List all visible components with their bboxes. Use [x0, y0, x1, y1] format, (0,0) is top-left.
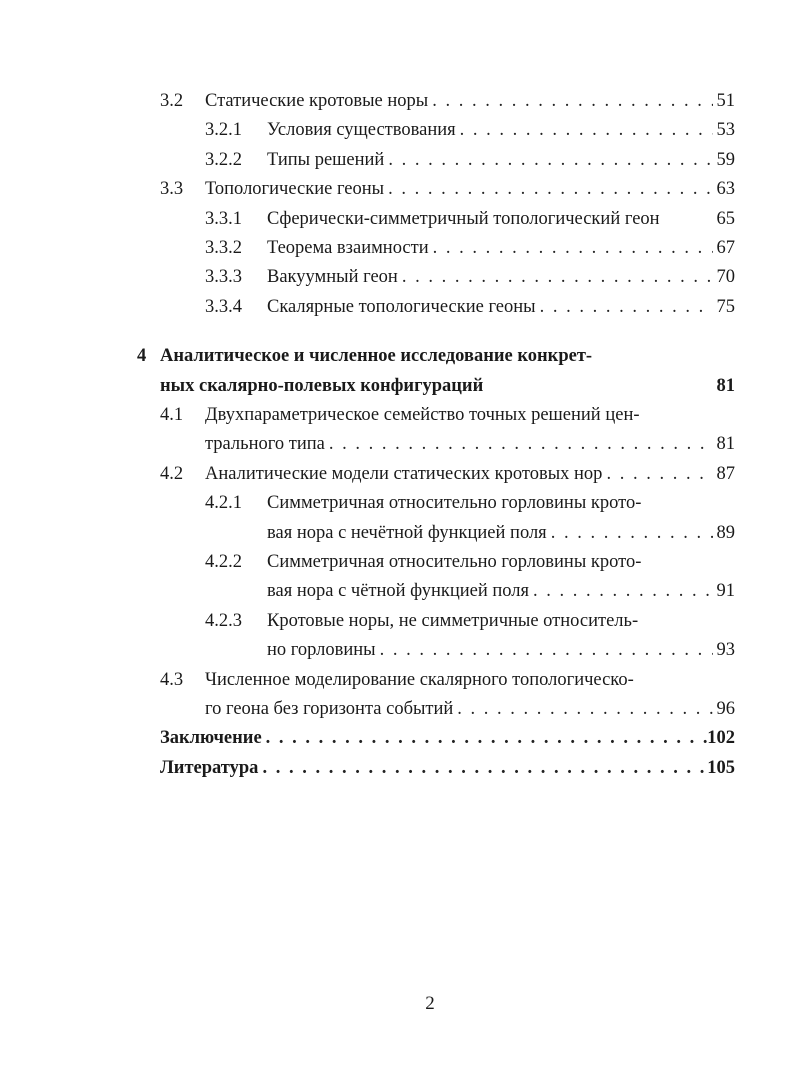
toc-entry-title: Типы решений — [267, 149, 385, 170]
toc-entry-number: 4.2.2 — [205, 552, 242, 572]
toc-entry-line[interactable]: трального типа 81 — [205, 432, 735, 456]
toc-entry-line[interactable]: вая нора с чётной функцией поля 91 — [267, 579, 735, 603]
toc-entry-line[interactable]: 3.2.1 Условия существования 53 — [205, 118, 736, 142]
toc-entry-number: 3.2.1 — [205, 120, 242, 141]
toc-entry-line[interactable]: 3.3.2 Теорема взаимности 67 — [205, 236, 736, 260]
toc-entry-title: Двухпараметрическое семейство точных реш… — [205, 405, 640, 425]
toc-entry-number: 4.2 — [160, 463, 184, 484]
toc-entry-page: 81 — [716, 434, 736, 455]
toc-entry-page: 89 — [716, 522, 736, 543]
toc-entry-line[interactable]: 4.2.3 Кротовые норы, не симметричные отно… — [205, 609, 735, 633]
toc-entry-line[interactable]: Заключение 102 — [160, 726, 735, 750]
toc-entry-title: ных скалярно-полевых конфигураций — [160, 375, 484, 396]
toc-entry-page: 96 — [716, 699, 736, 719]
toc-entry-title: Заключение — [160, 728, 262, 749]
toc-entry-title: Сферически-симметричный топологический г… — [267, 208, 660, 229]
toc-entry-title: Кротовые норы, не симметричные относител… — [267, 610, 639, 631]
dot-leader — [384, 177, 713, 201]
toc-entry-page: 63 — [716, 179, 736, 200]
toc-entry-title: вая нора с чётной функцией поля — [267, 581, 530, 602]
toc-entry-page: 59 — [716, 149, 736, 170]
toc-entry-line[interactable]: 3.3.4 Скалярные топологические геоны 75 — [205, 295, 736, 319]
toc-entry-page: 75 — [716, 296, 736, 317]
dot-leader — [258, 756, 707, 780]
toc-entry-title: Аналитическое и численное исследование к… — [160, 346, 593, 367]
toc-entry-title: вая нора с нечётной функцией поля — [267, 522, 547, 543]
dot-leader — [398, 265, 713, 289]
toc-entry-line[interactable]: 3.2 Статические кротовые норы 51 — [160, 89, 736, 113]
dot-leader — [376, 638, 713, 662]
dot-leader — [384, 148, 713, 172]
toc-entry-line[interactable]: 3.3.1 Сферически-симметричный топологичес… — [205, 207, 736, 231]
toc-entry-title: Симметричная относительно горловины крот… — [267, 493, 642, 514]
dot-leader — [536, 295, 713, 319]
toc-entry-number: 4.2.1 — [205, 493, 242, 514]
toc-entry-title: Симметричная относительно горловины крот… — [267, 552, 642, 572]
toc-entry-number: 4.3 — [160, 669, 184, 690]
toc-entry-number: 4.2.3 — [205, 610, 242, 631]
toc-entry-line[interactable]: 4.2.1 Симметричная относительно горловины… — [205, 491, 735, 515]
toc-entry-number: 4.1 — [160, 405, 184, 425]
dot-leader — [529, 579, 713, 603]
toc-entry-number: 3.3.2 — [205, 238, 242, 258]
toc-entry-page: 93 — [716, 640, 736, 661]
toc-entry-title: трального типа — [205, 434, 325, 455]
toc-entry-title: Численное моделирование скалярного топол… — [205, 669, 634, 690]
dot-leader — [325, 432, 713, 456]
toc-entry-page: 91 — [716, 581, 736, 602]
toc-entry-line[interactable]: 4 Аналитическое и численное исследование … — [137, 344, 735, 368]
toc-entry-line[interactable]: Литература 105 — [160, 756, 735, 780]
toc-entry-line[interactable]: вая нора с нечётной функцией поля 89 — [267, 521, 735, 545]
toc-entry-title: но горловины — [267, 640, 376, 661]
toc-entry-line[interactable]: го геона без горизонта событий 96 — [205, 697, 735, 721]
toc-entry-line[interactable]: 4.2.2 Симметричная относительно горловины… — [205, 550, 735, 574]
toc-entry-page: 51 — [716, 91, 736, 111]
toc-entry-title: Условия существования — [267, 120, 456, 141]
dot-leader — [428, 89, 713, 113]
toc-entry-number: 4 — [137, 346, 147, 367]
toc-entry-number: 3.3 — [160, 179, 184, 200]
toc-entry-number: 3.2.2 — [205, 149, 242, 170]
toc-entry-number: 3.2 — [160, 91, 184, 111]
toc-entry-page: 105 — [707, 757, 735, 778]
toc-entry-line[interactable]: 4.3 Численное моделирование скалярного то… — [160, 668, 735, 692]
toc-entry-title: Теорема взаимности — [267, 238, 429, 258]
toc-entry-line[interactable]: 3.2.2 Типы решений 59 — [205, 148, 736, 172]
toc-entry-number: 3.3.4 — [205, 296, 242, 317]
toc-entry-page: 67 — [716, 238, 736, 258]
toc-entry-page: 70 — [716, 267, 736, 288]
dot-leader — [429, 236, 713, 260]
dot-leader — [602, 462, 713, 486]
toc-entry-line[interactable]: 4.1 Двухпараметрическое семейство точных … — [160, 403, 735, 427]
page-number: 2 — [425, 993, 435, 1014]
toc-entry-number: 3.3.3 — [205, 267, 242, 288]
toc-entry-line[interactable]: 3.3.3 Вакуумный геон 70 — [205, 265, 736, 289]
toc-entry-title: го геона без горизонта событий — [205, 699, 454, 719]
toc-entry-number: 3.3.1 — [205, 208, 242, 229]
toc-entry-page: 65 — [716, 208, 736, 229]
toc-entry-line[interactable]: 4.2 Аналитические модели статических крот… — [160, 462, 736, 486]
toc-entry-title: Скалярные топологические геоны — [267, 296, 536, 317]
toc-entry-title: Статические кротовые норы — [205, 91, 429, 111]
toc-entry-line[interactable]: но горловины 93 — [267, 638, 735, 662]
toc-entry-page: 102 — [707, 728, 735, 749]
toc-entry-title: Аналитические модели статических кротовы… — [205, 463, 603, 484]
dot-leader — [262, 726, 708, 750]
dot-leader — [547, 521, 713, 545]
toc-entry-page: 87 — [716, 463, 736, 484]
toc-entry-page: 81 — [716, 375, 736, 396]
toc-entry-title: Вакуумный геон — [267, 267, 398, 288]
dot-leader — [453, 697, 713, 721]
toc-entry-line[interactable]: 3.3 Топологические геоны 63 — [160, 177, 736, 201]
toc-entry-page: 53 — [716, 120, 736, 141]
dot-leader — [456, 118, 713, 142]
toc-entry-title: Топологические геоны — [205, 179, 385, 200]
toc-entry-line[interactable]: ных скалярно-полевых конфигураций 81 — [160, 374, 735, 398]
toc-entry-title: Литература — [160, 757, 259, 778]
